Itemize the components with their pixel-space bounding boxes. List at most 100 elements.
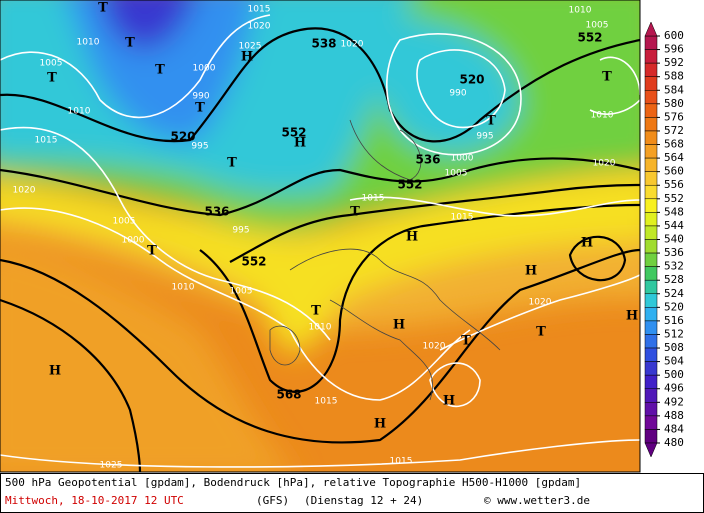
colorbar-band <box>644 388 658 403</box>
colorbar-band <box>644 103 658 118</box>
colorbar-label: 552 <box>664 192 684 205</box>
pressure-system: H <box>626 309 638 324</box>
colorbar-band <box>644 212 658 227</box>
colorbar-label: 532 <box>664 260 684 273</box>
geopotential-label: 568 <box>276 388 301 402</box>
pressure-system: T <box>125 36 135 51</box>
isobar-label: 1010 <box>591 111 614 121</box>
colorbar-label: 492 <box>664 395 684 408</box>
colorbar-band <box>644 361 658 376</box>
isobar-label: 1015 <box>390 457 413 467</box>
isobar-label: 990 <box>192 92 209 102</box>
pressure-system: T <box>47 71 57 86</box>
isobar-label: 1005 <box>40 59 63 69</box>
colorbar-label: 592 <box>664 56 684 69</box>
geopotential-label: 536 <box>415 153 440 167</box>
colorbar-label: 596 <box>664 43 684 56</box>
colorbar-band <box>644 279 658 295</box>
colorbar-band <box>644 415 658 430</box>
colorbar-band <box>644 402 658 417</box>
isobar-label: 1005 <box>230 287 253 297</box>
colorbar-band <box>644 320 658 335</box>
colorbar-band <box>644 117 658 132</box>
colorbar-label: 484 <box>664 422 684 435</box>
credit: © www.wetter3.de <box>484 494 590 507</box>
isobar-label: 1010 <box>569 6 592 16</box>
map-frame <box>0 0 641 473</box>
pressure-system: H <box>443 394 455 409</box>
colorbar-band <box>644 307 658 322</box>
isobar-label: 1005 <box>445 169 468 179</box>
colorbar-label: 528 <box>664 273 684 286</box>
isobar-label: 1020 <box>529 298 552 308</box>
colorbar-band <box>644 144 658 159</box>
isobar-label: 1010 <box>309 323 332 333</box>
pressure-system: H <box>241 50 253 65</box>
colorbar-band <box>644 49 658 64</box>
isobar-label: 1000 <box>193 64 216 74</box>
pressure-system: H <box>581 236 593 251</box>
colorbar-label: 572 <box>664 124 684 137</box>
colorbar-band <box>644 198 658 213</box>
colorbar-band <box>644 293 658 308</box>
geopotential-label: 536 <box>204 205 229 219</box>
colorbar-arrow-top <box>644 21 658 37</box>
run: (Dienstag 12 + 24) <box>304 494 423 507</box>
colorbar-band <box>644 62 658 77</box>
colorbar-band <box>644 429 658 444</box>
geopotential-label: 552 <box>281 126 306 140</box>
colorbar-band <box>644 239 658 254</box>
pressure-system: H <box>393 318 405 333</box>
isobar-label: 1010 <box>68 107 91 117</box>
pressure-system: T <box>350 205 360 220</box>
colorbar-band <box>644 157 658 172</box>
pressure-system: T <box>602 70 612 85</box>
colorbar: 6005965925885845805765725685645605565525… <box>644 21 684 458</box>
isobar-label: 995 <box>191 142 208 152</box>
isobar-label: 1015 <box>451 213 474 223</box>
isobar-label: 1005 <box>113 217 136 227</box>
colorbar-band <box>644 374 658 389</box>
geopotential-label: 552 <box>241 255 266 269</box>
colorbar-label: 524 <box>664 287 684 300</box>
geopotential-label: 538 <box>311 37 336 51</box>
isobar-label: 990 <box>449 89 466 99</box>
colorbar-label: 500 <box>664 368 684 381</box>
pressure-system: T <box>536 325 546 340</box>
colorbar-label: 512 <box>664 327 684 340</box>
pressure-system: H <box>49 364 61 379</box>
colorbar-label: 600 <box>664 29 684 42</box>
colorbar-arrow-bottom <box>644 442 658 458</box>
isobar-label: 1020 <box>248 22 271 32</box>
isobar-label: 1000 <box>122 236 145 246</box>
colorbar-band <box>644 266 658 281</box>
pressure-system: H <box>374 417 386 432</box>
isobar-label: 1020 <box>13 186 36 196</box>
pressure-system: T <box>98 1 108 16</box>
colorbar-label: 580 <box>664 97 684 110</box>
colorbar-label: 480 <box>664 436 684 449</box>
colorbar-label: 568 <box>664 138 684 151</box>
colorbar-band <box>644 76 658 91</box>
colorbar-label: 536 <box>664 246 684 259</box>
isobar-label: 1020 <box>593 159 616 169</box>
pressure-system: T <box>227 156 237 171</box>
colorbar-label: 488 <box>664 409 684 422</box>
colorbar-label: 564 <box>664 151 684 164</box>
pressure-system: H <box>406 230 418 245</box>
colorbar-band <box>644 252 658 267</box>
colorbar-label: 556 <box>664 178 684 191</box>
colorbar-label: 520 <box>664 300 684 313</box>
pressure-system: T <box>461 334 471 349</box>
colorbar-band <box>644 347 658 362</box>
colorbar-band <box>644 35 658 50</box>
colorbar-label: 588 <box>664 70 684 83</box>
colorbar-band <box>644 130 658 145</box>
model: (GFS) <box>256 494 289 507</box>
geopotential-label: 520 <box>459 73 484 87</box>
geopotential-label: 552 <box>577 31 602 45</box>
colorbar-label: 560 <box>664 165 684 178</box>
pressure-system: T <box>311 304 321 319</box>
isobar-label: 1020 <box>341 40 364 50</box>
